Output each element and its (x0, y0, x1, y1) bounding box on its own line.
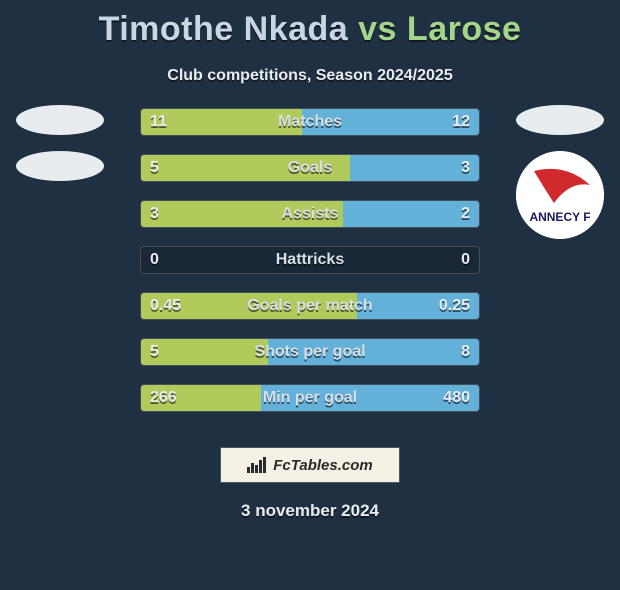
bar-track (140, 246, 480, 274)
stat-value-left: 0 (150, 246, 159, 274)
vs-word: vs (358, 10, 397, 48)
bar-right (350, 155, 479, 181)
stat-value-left: 3 (150, 200, 159, 228)
stat-value-left: 266 (150, 384, 177, 412)
stat-value-right: 2 (461, 200, 470, 228)
stat-row: Shots per goal58 (0, 335, 620, 381)
subtitle: Club competitions, Season 2024/2025 (0, 67, 620, 85)
date: 3 november 2024 (0, 501, 620, 521)
stat-value-right: 12 (452, 108, 470, 136)
stat-value-left: 5 (150, 154, 159, 182)
stat-value-right: 0 (461, 246, 470, 274)
bar-track (140, 108, 480, 136)
stat-value-right: 3 (461, 154, 470, 182)
bar-track (140, 154, 480, 182)
stat-value-left: 5 (150, 338, 159, 366)
club-logo-right (516, 105, 604, 135)
bar-track (140, 384, 480, 412)
stats-chart: Matches1112Goals53ANNECY FAssists32Hattr… (0, 105, 620, 427)
stat-row: Hattricks00 (0, 243, 620, 289)
bar-right (268, 339, 479, 365)
bars-icon (247, 457, 267, 473)
stat-row: Goals per match0.450.25 (0, 289, 620, 335)
stat-value-left: 11 (150, 108, 167, 136)
stat-value-left: 0.45 (150, 292, 181, 320)
stat-row: Goals53ANNECY F (0, 151, 620, 197)
stat-row: Matches1112 (0, 105, 620, 151)
bar-left (141, 201, 345, 227)
comparison-title: Timothe Nkada vs Larose (0, 10, 620, 49)
bar-left (141, 339, 270, 365)
club-logo-left (16, 151, 104, 181)
club-logo-left (16, 105, 104, 135)
bar-track (140, 338, 480, 366)
stat-value-right: 0.25 (439, 292, 470, 320)
stat-row: Min per goal266480 (0, 381, 620, 427)
stat-row: Assists32 (0, 197, 620, 243)
player1-name: Timothe Nkada (99, 10, 349, 48)
site-name: FcTables.com (273, 457, 372, 474)
bar-left (141, 155, 352, 181)
stat-value-right: 8 (461, 338, 470, 366)
bar-track (140, 200, 480, 228)
bar-track (140, 292, 480, 320)
bar-right (343, 201, 479, 227)
stat-value-right: 480 (443, 384, 470, 412)
site-badge: FcTables.com (220, 447, 400, 483)
player2-name: Larose (407, 10, 522, 48)
